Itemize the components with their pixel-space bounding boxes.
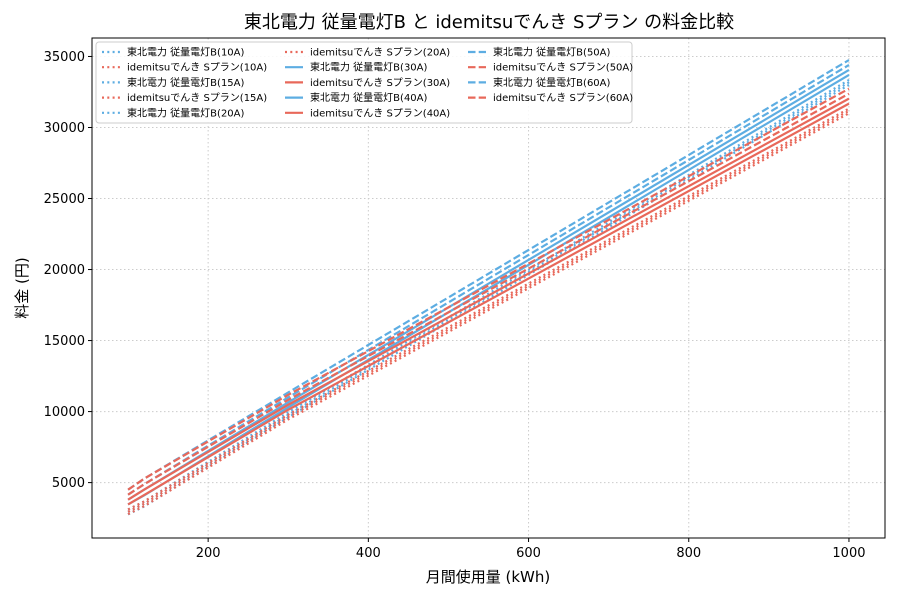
series-line-12 bbox=[127, 92, 850, 496]
series-line-8 bbox=[127, 102, 850, 506]
legend-entry-label: 東北電力 従量電灯B(20A) bbox=[127, 106, 245, 119]
x-axis-label: 月間使用量 (kWh) bbox=[426, 568, 551, 586]
series-lines bbox=[127, 59, 850, 516]
y-tick-label: 15000 bbox=[44, 334, 85, 349]
legend-entry-label: 東北電力 従量電灯B(15A) bbox=[127, 76, 245, 89]
legend-entry-label: idemitsuでんき Sプラン(30A) bbox=[310, 77, 450, 89]
legend-entry-label: idemitsuでんき Sプラン(40A) bbox=[310, 107, 450, 119]
legend-entry-label: 東北電力 従量電灯B(50A) bbox=[493, 46, 611, 59]
x-tick-label: 200 bbox=[196, 546, 221, 561]
y-axis-label: 料金 (円) bbox=[13, 257, 31, 318]
legend: 東北電力 従量電灯B(10A) idemitsuでんき Sプラン(10A) 東北電力… bbox=[95, 41, 633, 124]
y-tick-label: 35000 bbox=[44, 50, 85, 65]
legend-entry-label: 東北電力 従量電灯B(60A) bbox=[493, 76, 611, 89]
y-tick-label: 10000 bbox=[44, 405, 85, 420]
y-tick-label: 25000 bbox=[44, 192, 85, 207]
legend-entry-label: idemitsuでんき Sプラン(60A) bbox=[493, 92, 633, 104]
legend-entry-label: 東北電力 従量電灯B(10A) bbox=[127, 46, 245, 59]
legend-entry-label: idemitsuでんき Sプラン(10A) bbox=[127, 62, 267, 74]
chart-title: 東北電力 従量電灯B と idemitsuでんき Sプラン の料金比較 bbox=[244, 12, 734, 33]
series-line-14 bbox=[127, 87, 850, 491]
legend-entry-label: idemitsuでんき Sプラン(15A) bbox=[127, 92, 267, 104]
legend-entry-label: idemitsuでんき Sプラン(20A) bbox=[310, 47, 450, 59]
axis-ticks: 200 400 600 800 1000 5000 10000 15000 20000 25000… bbox=[44, 50, 866, 561]
y-tick-label: 20000 bbox=[44, 263, 85, 278]
series-line-10 bbox=[127, 97, 850, 501]
plot-frame bbox=[91, 37, 886, 539]
series-line-6 bbox=[127, 107, 850, 511]
legend-box bbox=[95, 41, 633, 124]
x-tick-label: 800 bbox=[676, 546, 701, 561]
x-tick-label: 400 bbox=[356, 546, 381, 561]
y-tick-label: 5000 bbox=[52, 476, 85, 491]
x-tick-label: 600 bbox=[516, 546, 541, 561]
legend-entry-label: idemitsuでんき Sプラン(50A) bbox=[493, 62, 633, 74]
x-tick-label: 1000 bbox=[832, 546, 865, 561]
series-line-2 bbox=[127, 112, 850, 516]
legend-entry-label: 東北電力 従量電灯B(40A) bbox=[310, 91, 428, 104]
legend-entry-label: 東北電力 従量電灯B(30A) bbox=[310, 61, 428, 74]
series-line-4 bbox=[127, 109, 850, 513]
y-tick-label: 30000 bbox=[44, 121, 85, 136]
